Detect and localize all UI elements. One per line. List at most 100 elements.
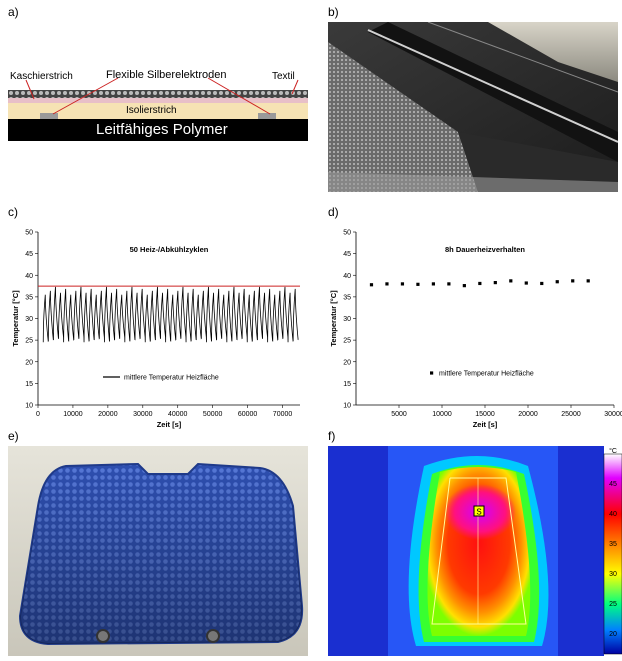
y-tick-label: 40 [343, 273, 351, 280]
cycles-chart-svg: 10 15 20 25 30 35 40 45 50 0 10000 20000 30000 40000 5… [11, 230, 300, 429]
x-axis-label: Zeit [s] [473, 420, 498, 429]
data-point [400, 282, 405, 286]
x-tick-label: 30000 [604, 411, 622, 418]
snap-button-right [206, 629, 220, 643]
panel-label-a: a) [8, 5, 19, 19]
x-tick-label: 60000 [238, 411, 258, 418]
label-electrodes: Flexible Silberelektroden [106, 69, 227, 81]
x-tick-label: 25000 [561, 411, 581, 418]
data-point [493, 281, 497, 285]
temperature-series-line [42, 286, 299, 343]
x-tick-label: 10000 [63, 411, 83, 418]
y-tick-label: 30 [343, 316, 351, 323]
panel-label-d: d) [328, 205, 339, 219]
y-axis-label: Temperatur [°C] [11, 290, 20, 347]
continuous-chart-svg: 10 15 20 25 30 35 40 45 50 5000 10000 15000 20000 250… [329, 230, 622, 430]
scale-unit: °C [609, 447, 617, 455]
x-tick-label: 5000 [391, 411, 407, 418]
insulation-layer [8, 103, 308, 119]
y-tick-label: 10 [343, 403, 351, 410]
y-tick-label: 45 [343, 251, 351, 258]
chart-title: 8h Dauerheizverhalten [445, 245, 525, 254]
y-tick-label: 50 [343, 230, 351, 237]
scale-tick-label: 25 [609, 601, 617, 608]
data-point [416, 282, 420, 286]
y-tick-label: 35 [343, 294, 351, 301]
production-photo-svg [328, 21, 619, 192]
label-kaschierstrich: Kaschierstrich [10, 71, 73, 82]
legend-label: mittlere Temperatur Heizfläche [439, 371, 534, 378]
legend-swatch [430, 371, 434, 375]
x-tick-label: 10000 [432, 411, 452, 418]
label-polymer: Leitfähiges Polymer [96, 121, 228, 138]
x-tick-label: 50000 [203, 411, 223, 418]
data-point [369, 283, 374, 287]
polymer-layer [8, 119, 308, 141]
y-tick-label: 15 [343, 381, 351, 388]
chart-title: 50 Heiz-/Abkühlzyklen [130, 245, 209, 254]
panel-label-b: b) [328, 5, 339, 19]
data-point [540, 281, 544, 286]
x-tick-label: 40000 [168, 411, 188, 418]
y-tick-label: 35 [25, 294, 33, 301]
textile-layer [8, 90, 308, 99]
y-tick-label: 20 [343, 359, 351, 366]
data-point [555, 280, 559, 284]
measure-marker [473, 505, 485, 517]
scale-tick-label: 40 [609, 511, 617, 518]
y-tick-label: 40 [25, 273, 33, 280]
y-axis-label: Temperatur [°C] [329, 290, 338, 347]
measure-polygon [431, 477, 527, 625]
leader-kaschierstrich [25, 79, 35, 100]
heated-seat-photo [8, 446, 308, 656]
y-tick-label: 25 [25, 338, 33, 345]
legend-label: mittlere Temperatur Heizfläche [124, 375, 219, 382]
data-point [586, 279, 590, 283]
leader-electrode-left [52, 77, 119, 115]
panel-label-e: e) [8, 429, 19, 443]
label-isolierstrich: Isolierstrich [126, 105, 177, 116]
y-tick-label: 20 [25, 359, 33, 366]
label-textil: Textil [272, 71, 295, 82]
electrode-left [40, 113, 58, 120]
thermal-image-svg: S °C 45 40 35 30 25 20 [328, 446, 622, 656]
x-tick-label: 20000 [98, 411, 118, 418]
y-tick-label: 15 [25, 381, 33, 388]
y-tick-label: 30 [25, 316, 33, 323]
y-tick-label: 25 [343, 338, 351, 345]
cycles-chart: 10 15 20 25 30 35 40 45 50 0 10000 20000 30000 40000 5… [8, 222, 313, 434]
x-tick-label: 30000 [133, 411, 153, 418]
snap-button-left [96, 629, 110, 643]
temperature-scale-bar [603, 453, 622, 655]
layer-diagram-svg [8, 77, 308, 141]
data-point [509, 279, 513, 283]
y-tick-label: 45 [25, 251, 33, 258]
x-tick-label: 15000 [475, 411, 495, 418]
thermal-image: S °C 45 40 35 30 25 20 [328, 446, 622, 656]
scale-tick-label: 20 [609, 631, 617, 638]
x-tick-label: 0 [36, 411, 40, 418]
scale-tick-label: 45 [609, 481, 617, 488]
measure-marker-label: S [476, 508, 481, 517]
panel-label-c: c) [8, 205, 18, 219]
panel-label-f: f) [328, 429, 336, 443]
x-tick-label: 70000 [273, 411, 293, 418]
continuous-chart: 10 15 20 25 30 35 40 45 50 5000 10000 15000 20000 250… [318, 222, 622, 434]
scale-tick-label: 30 [609, 571, 617, 578]
electrode-right [258, 113, 276, 120]
heated-seat-photo-svg [8, 446, 308, 656]
data-point [385, 282, 389, 286]
leader-textil [291, 79, 299, 95]
data-point [447, 282, 451, 286]
x-tick-label: 20000 [518, 411, 538, 418]
data-point [478, 281, 482, 286]
data-point [431, 282, 435, 286]
data-point [571, 279, 575, 283]
leader-electrode-right [207, 77, 271, 115]
coating-layer [8, 98, 308, 103]
y-tick-label: 50 [25, 230, 33, 237]
data-point [462, 284, 466, 288]
data-point [524, 281, 528, 285]
layer-diagram: Kaschierstrich Flexible Silberelektroden… [8, 60, 308, 145]
production-photo [328, 21, 619, 192]
